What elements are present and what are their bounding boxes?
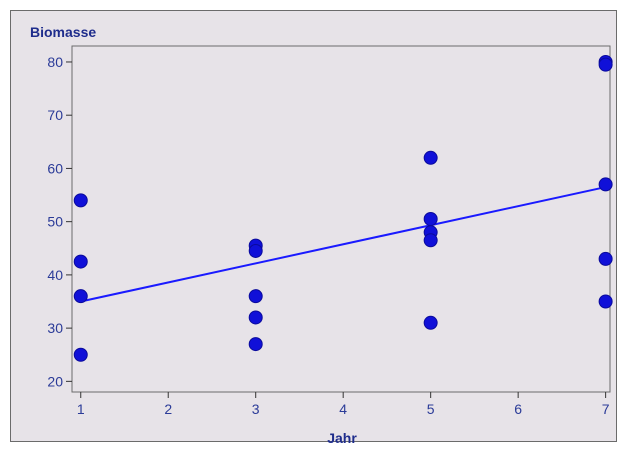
x-tick-label: 4 [339,401,347,417]
y-tick-label: 20 [47,373,63,389]
y-tick-label: 70 [47,107,63,123]
data-point [423,212,438,226]
data-point [248,289,263,304]
y-tick-label: 30 [47,320,63,336]
data-point [423,315,438,330]
x-tick-label: 3 [252,401,260,417]
data-point [598,177,613,192]
data-point [598,294,613,309]
chart-frame [10,10,617,442]
data-point [248,337,263,352]
plot-area [71,45,611,393]
data-point [73,347,88,362]
data-point [73,254,88,269]
x-tick-label: 2 [164,401,172,417]
x-tick-label: 1 [77,401,85,417]
data-point [423,233,438,248]
y-tick-label: 40 [47,267,63,283]
y-tick-label: 80 [47,54,63,70]
data-point [248,243,263,258]
x-tick-label: 5 [427,401,435,417]
x-tick-label: 7 [602,401,610,417]
y-tick-label: 60 [47,160,63,176]
data-point [423,150,438,165]
data-point [73,193,88,208]
y-tick-label: 50 [47,214,63,230]
data-point [248,310,263,325]
regression-line-layer [80,186,606,303]
data-point [598,57,613,72]
data-point [73,289,88,304]
x-tick-label: 6 [514,401,522,417]
points-layer [73,54,613,362]
regression-line [80,186,606,303]
y-axis-label: Biomasse [30,24,96,40]
x-axis-label: Jahr [327,430,357,446]
axes: 20 30 40 50 60 70 80 1 2 3 4 5 6 7 [47,54,609,417]
data-point [598,251,613,266]
